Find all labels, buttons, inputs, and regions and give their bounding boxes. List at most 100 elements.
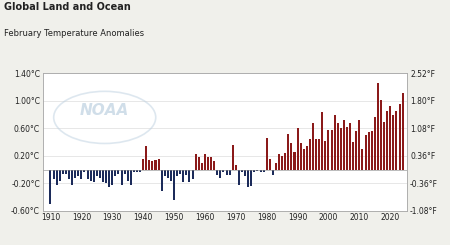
Bar (250, 170, 252, 186)
Text: Global Land and Ocean: Global Land and Ocean (4, 2, 131, 12)
Bar (173, 170, 175, 200)
Bar (293, 152, 296, 170)
Bar (364, 135, 367, 170)
Bar (399, 104, 400, 170)
Bar (315, 139, 317, 170)
Bar (328, 130, 329, 170)
Bar (207, 157, 209, 170)
Bar (102, 170, 104, 182)
Bar (343, 120, 345, 170)
Bar (192, 170, 194, 179)
Bar (151, 161, 153, 170)
Bar (136, 170, 138, 172)
Bar (324, 141, 326, 170)
Bar (238, 170, 240, 185)
Bar (142, 159, 144, 170)
Bar (356, 131, 357, 170)
Bar (392, 115, 394, 170)
Bar (303, 149, 305, 170)
Bar (337, 123, 339, 170)
Bar (219, 170, 221, 178)
Bar (133, 170, 135, 172)
Bar (290, 144, 292, 170)
Bar (340, 128, 342, 170)
Bar (56, 170, 58, 185)
Bar (96, 170, 98, 176)
Bar (235, 165, 237, 170)
Bar (244, 170, 246, 176)
Bar (260, 170, 261, 172)
Bar (352, 142, 354, 170)
Bar (77, 170, 79, 176)
Bar (117, 170, 119, 174)
Bar (281, 156, 283, 170)
Bar (374, 117, 376, 170)
Bar (71, 170, 73, 185)
Bar (148, 160, 150, 170)
Bar (130, 170, 132, 185)
Bar (111, 170, 113, 185)
Bar (182, 170, 184, 182)
Bar (62, 170, 64, 174)
Bar (99, 170, 101, 178)
Bar (154, 160, 157, 170)
Bar (59, 170, 61, 181)
Bar (263, 170, 265, 172)
Bar (222, 170, 225, 172)
Bar (93, 170, 94, 182)
Bar (300, 144, 302, 170)
Bar (204, 154, 206, 170)
Bar (167, 170, 169, 178)
Bar (383, 122, 385, 170)
Bar (90, 170, 92, 181)
Bar (331, 130, 333, 170)
Bar (216, 170, 218, 175)
Bar (306, 146, 308, 170)
Bar (389, 106, 391, 170)
Bar (86, 170, 89, 179)
Bar (266, 138, 268, 170)
Bar (232, 145, 234, 170)
Bar (114, 170, 117, 176)
Bar (396, 110, 397, 170)
Bar (198, 157, 200, 170)
Bar (210, 157, 212, 170)
Bar (189, 170, 190, 182)
Bar (161, 170, 163, 192)
Bar (124, 170, 126, 174)
Bar (284, 153, 286, 170)
Bar (201, 163, 203, 170)
Text: February Temperature Anomalies: February Temperature Anomalies (4, 29, 144, 38)
Bar (241, 170, 243, 172)
Bar (127, 170, 129, 181)
Bar (53, 170, 54, 179)
Bar (68, 170, 70, 179)
Bar (272, 170, 274, 175)
Bar (297, 128, 299, 170)
Bar (74, 170, 76, 178)
Bar (256, 170, 258, 171)
Bar (225, 170, 228, 175)
Bar (321, 112, 323, 170)
Bar (121, 170, 122, 185)
Bar (287, 134, 289, 170)
Bar (195, 154, 197, 170)
Bar (145, 146, 147, 170)
Bar (371, 131, 373, 170)
Bar (333, 115, 336, 170)
Bar (278, 154, 280, 170)
Bar (309, 139, 311, 170)
Bar (269, 159, 271, 170)
Bar (401, 93, 404, 170)
Bar (185, 170, 187, 175)
Bar (368, 133, 369, 170)
Bar (358, 120, 360, 170)
Bar (105, 170, 107, 183)
Text: NOAA: NOAA (80, 103, 129, 118)
Bar (377, 83, 379, 170)
Bar (179, 170, 181, 174)
Bar (318, 139, 320, 170)
Bar (176, 170, 178, 176)
Bar (247, 170, 249, 187)
Bar (349, 123, 351, 170)
